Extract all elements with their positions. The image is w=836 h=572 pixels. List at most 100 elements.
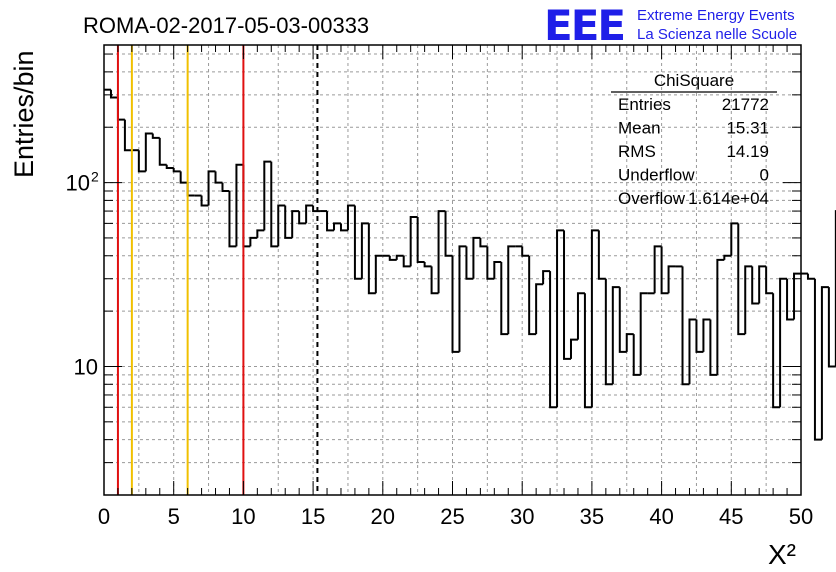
y-tick-label: 10 bbox=[74, 354, 98, 379]
stats-value: 21772 bbox=[722, 95, 769, 114]
x-tick-label: 5 bbox=[168, 504, 180, 529]
x-axis-label: X² bbox=[768, 539, 796, 570]
histogram-bin bbox=[688, 318, 697, 385]
histogram-bin bbox=[423, 261, 432, 268]
histogram-bin bbox=[151, 133, 160, 139]
histogram-bin bbox=[298, 211, 307, 225]
histogram-bin bbox=[346, 204, 355, 231]
x-tick-label: 50 bbox=[789, 504, 813, 529]
histogram-bin bbox=[465, 246, 474, 280]
histogram-bin bbox=[326, 211, 335, 232]
histogram-bin bbox=[395, 254, 404, 260]
histogram-bin bbox=[235, 163, 244, 247]
histogram-bin bbox=[179, 171, 188, 184]
histogram-bin bbox=[723, 254, 732, 260]
histogram-bin bbox=[486, 246, 495, 280]
histogram-bin bbox=[820, 286, 829, 440]
histogram-bin bbox=[437, 210, 446, 294]
chart-title: ROMA-02-2017-05-03-00333 bbox=[83, 13, 369, 38]
histogram-bin bbox=[779, 277, 788, 408]
histogram-bin bbox=[451, 255, 460, 353]
x-tick-label: 40 bbox=[649, 504, 673, 529]
histogram-bin bbox=[137, 150, 146, 173]
histogram-bin bbox=[242, 164, 251, 248]
stats-box: ChiSquare Entries 21772 Mean 15.31 RMS 14.19 U… bbox=[611, 71, 777, 208]
histogram-bin bbox=[305, 204, 314, 224]
x-tick-label: 20 bbox=[371, 504, 395, 529]
histogram-bin bbox=[772, 293, 781, 409]
histogram-bin bbox=[653, 245, 662, 294]
histogram-bin bbox=[702, 318, 711, 352]
histogram-bin bbox=[458, 245, 467, 352]
histogram-bin bbox=[758, 265, 767, 304]
stats-label: Mean bbox=[618, 119, 661, 138]
histogram-bin bbox=[123, 119, 132, 152]
stats-label: Underflow bbox=[618, 166, 695, 185]
histogram-bin bbox=[660, 246, 669, 295]
histogram-bin bbox=[625, 333, 634, 352]
stats-value: 14.19 bbox=[726, 142, 769, 161]
histogram-bin bbox=[667, 265, 676, 294]
histogram-bin bbox=[402, 255, 411, 268]
x-tick-label: 15 bbox=[301, 504, 325, 529]
histogram-bin bbox=[639, 292, 648, 375]
stats-label: Entries bbox=[618, 95, 671, 114]
histogram-bin bbox=[291, 210, 300, 238]
histogram-bin bbox=[751, 266, 760, 305]
histogram-bin bbox=[695, 319, 704, 353]
histogram-bin bbox=[737, 223, 746, 336]
histogram-bin bbox=[549, 271, 558, 409]
histogram-bin bbox=[563, 230, 571, 360]
logo-letters: EEE bbox=[544, 1, 624, 50]
histogram-bin bbox=[207, 170, 216, 206]
stats-label: RMS bbox=[618, 142, 656, 161]
histogram-bin bbox=[165, 164, 174, 170]
x-tick-label: 10 bbox=[231, 504, 255, 529]
histogram-bin bbox=[263, 160, 272, 231]
histogram-bin bbox=[221, 182, 230, 192]
x-axis-label-text: X² bbox=[768, 539, 796, 570]
histogram-bin bbox=[172, 168, 181, 173]
histogram-bin bbox=[493, 260, 502, 279]
stats-label: Overflow bbox=[618, 189, 686, 208]
histogram-bin bbox=[158, 137, 167, 166]
histogram-bin bbox=[618, 287, 627, 353]
histogram-bin bbox=[604, 278, 613, 386]
histogram-bin bbox=[709, 319, 718, 376]
histogram-bin bbox=[521, 246, 530, 257]
axis-ticks bbox=[103, 45, 802, 495]
histogram-bin bbox=[374, 254, 383, 294]
histogram-bin bbox=[716, 258, 725, 375]
histogram-bin bbox=[597, 230, 606, 280]
histogram-bin bbox=[479, 237, 488, 248]
histogram-bin bbox=[228, 190, 237, 248]
histogram-bin bbox=[786, 278, 795, 321]
histogram-bin bbox=[569, 338, 578, 359]
histogram-bin bbox=[542, 270, 551, 285]
histogram-bin bbox=[144, 132, 153, 172]
histogram-bin bbox=[200, 195, 209, 207]
stats-rows: Entries 21772 Mean 15.31 RMS 14.19 Underflow 0 O… bbox=[618, 95, 769, 208]
histogram-bin bbox=[611, 286, 620, 385]
histogram-bin bbox=[430, 266, 439, 295]
histogram-bin bbox=[528, 255, 537, 336]
histogram-bin bbox=[576, 292, 585, 340]
histogram-bin bbox=[472, 236, 481, 279]
y-tick-label: 10 bbox=[66, 171, 90, 196]
histogram-bin bbox=[109, 89, 118, 99]
histogram-bin bbox=[500, 261, 509, 336]
stats-value: 1.614e+04 bbox=[688, 189, 769, 208]
logo-line-1: Extreme Energy Events bbox=[637, 7, 795, 24]
stats-value: 0 bbox=[760, 166, 769, 185]
y-tick-label-exponent: 2 bbox=[91, 169, 99, 185]
histogram-bin bbox=[277, 204, 286, 247]
y-axis-label: Entries/bin bbox=[9, 50, 39, 178]
histogram-bin bbox=[744, 265, 753, 335]
histogram-bin bbox=[360, 222, 369, 279]
histogram-bin bbox=[681, 266, 690, 386]
threshold-lines bbox=[116, 45, 319, 495]
x-tick-label: 35 bbox=[580, 504, 604, 529]
histogram-bin bbox=[116, 97, 125, 121]
